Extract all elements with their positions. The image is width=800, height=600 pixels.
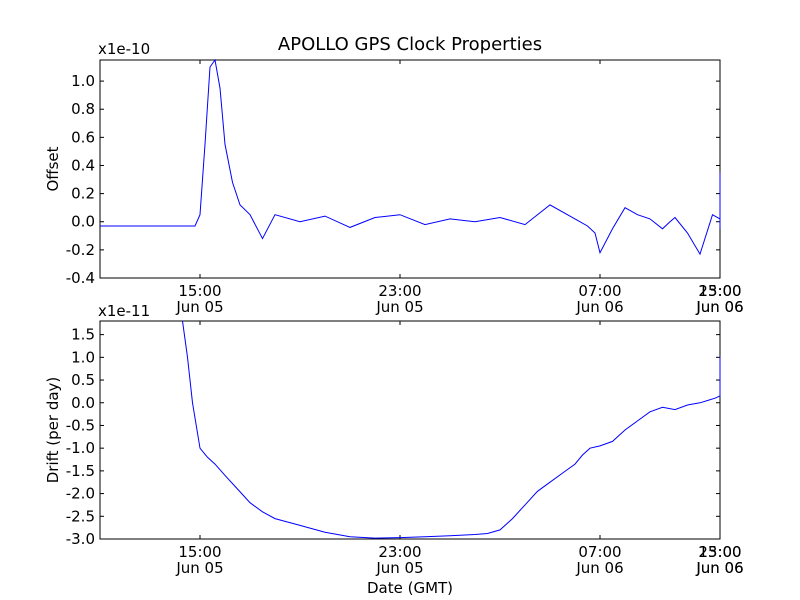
offset-x-tick-date: Jun 05 (175, 298, 223, 316)
drift-y-ticks: -3.0 -2.5 -2.0 -1.5 -1.0 -0.5 0.0 0.5 1.0 1.5 (66, 326, 720, 548)
drift-series-line (182, 320, 721, 539)
drift-y-tick-label: -2.0 (66, 485, 95, 503)
offset-y-tick-label: -0.2 (66, 241, 95, 259)
drift-y-tick-label: -0.5 (66, 416, 95, 434)
offset-y-tick-label: 0.4 (71, 156, 95, 174)
drift-x-axis-label: Date (GMT) (367, 579, 453, 597)
drift-x-tick-time: 07:00 (578, 543, 621, 561)
drift-y-tick-label: -1.0 (66, 439, 95, 457)
drift-y-tick-label: -2.5 (66, 507, 95, 525)
offset-x-tick-date: Jun 06 (575, 298, 623, 316)
drift-chart: -3.0 -2.5 -2.0 -1.5 -1.0 -0.5 0.0 0.5 1.0 1.5 15:… (44, 302, 744, 597)
drift-x-tick-date: Jun 06 (695, 559, 743, 577)
drift-x-tick-time: 15:00 (698, 543, 741, 561)
offset-series-line (100, 58, 721, 256)
offset-y-tick-label: -0.4 (66, 269, 95, 287)
drift-x-tick-date: Jun 05 (175, 559, 223, 577)
offset-plot-frame (99, 59, 721, 279)
offset-x-tick-date: Jun 05 (375, 298, 423, 316)
offset-y-tick-label: 1.0 (71, 72, 95, 90)
offset-x-tick-date: Jun 06 (695, 298, 743, 316)
drift-x-tick-time: 23:00 (698, 543, 741, 561)
offset-y-multiplier: x1e-10 (98, 40, 150, 58)
drift-plot-frame (99, 320, 721, 540)
offset-y-ticks: -0.4 -0.2 0.0 0.2 0.4 0.6 0.8 1.0 (66, 72, 720, 287)
offset-y-tick-label: 0.0 (71, 213, 95, 231)
offset-y-tick-label: 0.6 (71, 128, 95, 146)
drift-y-tick-label: 1.0 (71, 348, 95, 366)
offset-x-tick-time: 23:00 (698, 282, 741, 300)
drift-y-tick-label: 1.5 (71, 326, 95, 344)
offset-y-tick-label: 0.2 (71, 185, 95, 203)
offset-y-axis-label: Offset (44, 146, 62, 191)
offset-x-tick-time: 15:00 (698, 282, 741, 300)
drift-x-tick-date: Jun 06 (575, 559, 623, 577)
offset-y-tick-label: 0.8 (71, 100, 95, 118)
drift-x-tick-date: Jun 05 (375, 559, 423, 577)
figure-title: APOLLO GPS Clock Properties (278, 34, 542, 55)
drift-x-tick-time: 23:00 (378, 543, 421, 561)
drift-y-multiplier: x1e-11 (98, 302, 150, 320)
drift-y-tick-label: -1.5 (66, 462, 95, 480)
drift-x-tick-date: Jun 06 (695, 559, 743, 577)
offset-x-tick-time: 15:00 (178, 282, 221, 300)
drift-x-tick-time: 15:00 (178, 543, 221, 561)
drift-y-tick-label: -3.0 (66, 530, 95, 548)
drift-y-tick-label: 0.0 (71, 394, 95, 412)
offset-x-tick-time: 23:00 (378, 282, 421, 300)
offset-x-tick-date: Jun 06 (695, 298, 743, 316)
drift-y-tick-label: 0.5 (71, 371, 95, 389)
offset-x-tick-time: 07:00 (578, 282, 621, 300)
drift-y-axis-label: Drift (per day) (44, 377, 62, 484)
